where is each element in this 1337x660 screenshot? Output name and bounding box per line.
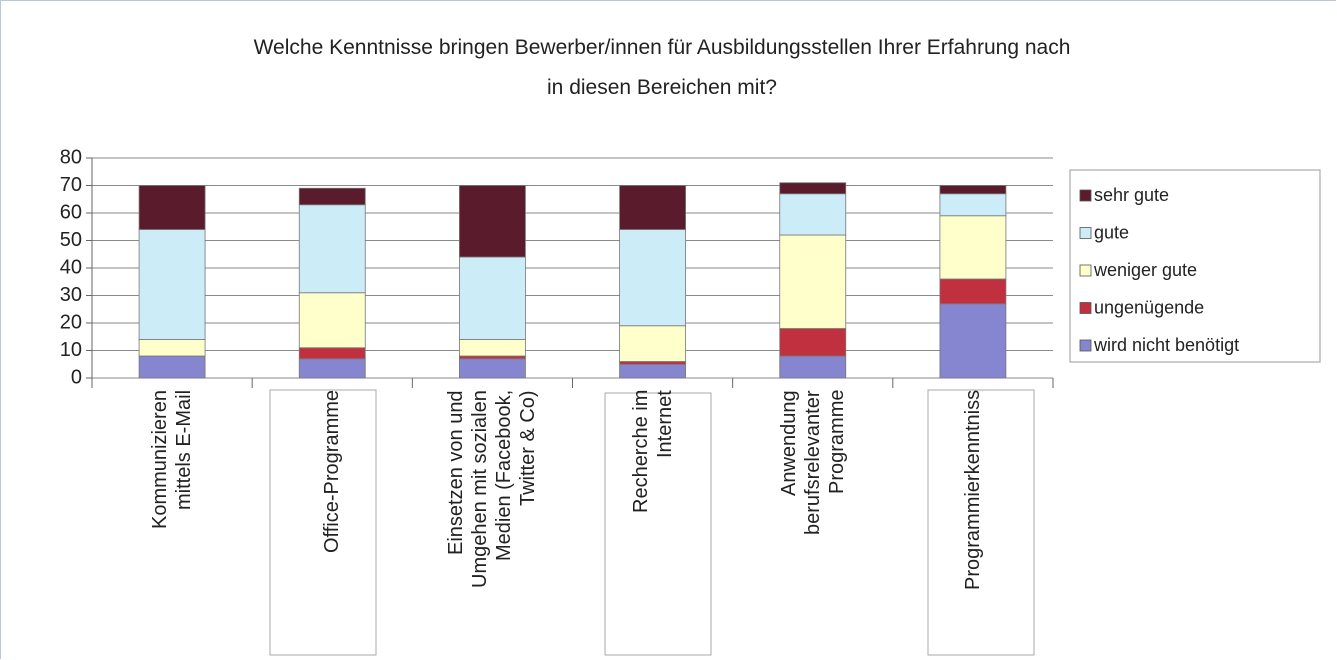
bar-segment [459,256,526,340]
chart-title: Welche Kenntnisse bringen Bewerber/innen… [254,36,1071,99]
legend-label: sehr gute [1094,185,1169,205]
legend-label: gute [1094,222,1129,242]
bar-segment [459,185,526,258]
bar-segment [619,325,686,362]
bar-segment [298,187,366,206]
bar-segment [939,193,1007,217]
bar-segment [298,347,366,360]
label-box [604,392,712,656]
x-tick-label: Einsetzen von und Umgehen mit sozialen M… [445,390,540,588]
bar-segment [939,185,1007,195]
bar-segment [939,215,1007,280]
legend-label: weniger gute [1093,260,1197,280]
bar-segment [459,355,526,360]
x-tick-label: Office-Programme [321,390,344,554]
bar-segment [459,339,526,357]
bar-segment [138,185,206,230]
legend-marker [1079,189,1092,202]
bar-segment [619,363,686,379]
bar-segment [939,303,1007,379]
bar-segment [138,355,206,379]
label-box [927,389,1035,656]
legend-label: wird nicht benötigt [1093,335,1239,355]
bar-segment [779,234,847,329]
bar-segment [298,292,366,349]
bar-segment [138,229,206,340]
y-tick-label: 10 [60,339,82,361]
legend-marker [1079,227,1092,239]
y-tick-label: 50 [60,229,82,251]
y-tick-label: 60 [60,201,82,223]
legend-marker [1079,339,1092,352]
y-tick-label: 0 [71,366,82,388]
y-tick-label: 20 [60,311,82,333]
bar-segment [619,361,686,365]
y-tick-label: 80 [60,146,82,168]
y-tick-label: 70 [60,174,82,196]
legend-label: ungenügende [1094,297,1204,317]
x-tick-label: Kommunizieren mittels E-Mail [149,390,196,529]
bar-segment [779,328,847,357]
bar-segment [779,355,847,379]
x-tick-label: Anwendung berufsrelevanter Programme [777,390,848,535]
bar-segment [619,229,686,327]
bar-segment [298,204,366,294]
bar-segment [138,339,206,357]
bar-segment [779,182,847,195]
x-tick-label: Programmierkenntniss [961,390,984,591]
x-tick-label: Recherche im Internet [629,390,676,514]
bar-segment [619,185,686,230]
legend [1069,169,1321,363]
y-tick-label: 40 [60,256,82,278]
y-tick-label: 30 [60,284,82,306]
bar-segment [298,358,366,379]
bar-segment [779,193,847,236]
legend-marker [1079,264,1092,277]
bar-segment [459,358,526,379]
label-box [269,389,377,656]
legend-marker [1079,302,1092,314]
bar-segment [939,278,1007,305]
